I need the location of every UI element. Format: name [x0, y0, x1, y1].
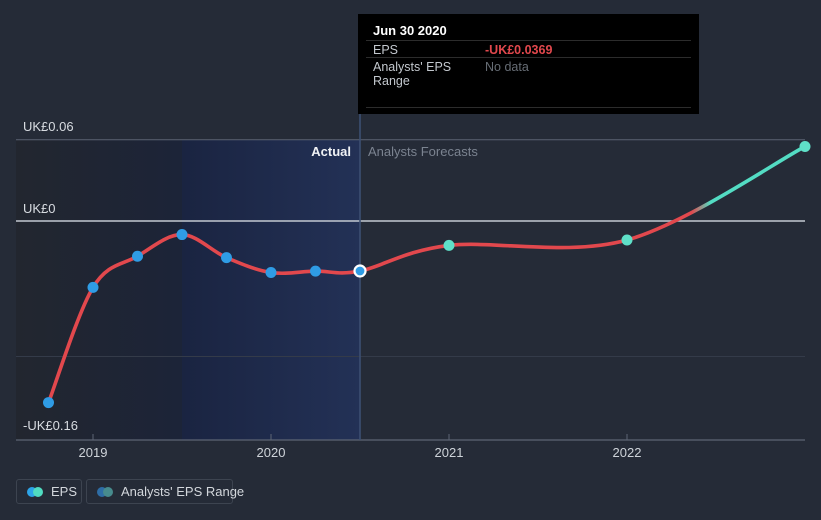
forecast-region-label: Analysts Forecasts [368, 144, 478, 159]
tooltip-range-label: Analysts' EPS Range [373, 60, 452, 88]
legend-range-label: Analysts' EPS Range [121, 484, 245, 499]
x-axis-label-2019: 2019 [78, 445, 108, 460]
tooltip-range-row: Analysts' EPS Range No data [373, 60, 687, 88]
data-point-marker[interactable] [221, 252, 232, 264]
data-point-marker[interactable] [87, 281, 99, 293]
y-axis-label-bottom: -UK£0.16 [23, 418, 78, 433]
y-axis-label-zero: UK£0 [23, 201, 56, 216]
data-point-marker[interactable] [621, 234, 633, 246]
tooltip-divider [366, 40, 691, 41]
highlight-band [182, 139, 360, 440]
tooltip-eps-row: EPS -UK£0.0369 [373, 43, 687, 57]
x-axis-label-2021: 2021 [434, 445, 464, 460]
legend-button-analysts-eps-range[interactable]: Analysts' EPS Range [86, 479, 244, 504]
tooltip-date: Jun 30 2020 [373, 23, 447, 38]
legend-button-eps[interactable]: EPS [16, 479, 82, 504]
range-forecast-dot-icon [103, 486, 113, 497]
y-axis-label-top: UK£0.06 [23, 119, 74, 134]
tooltip-range-value: No data [485, 60, 529, 74]
data-point-marker[interactable] [799, 140, 811, 152]
tooltip-eps-label: EPS [373, 43, 399, 57]
data-point-marker[interactable] [176, 229, 188, 241]
data-point-marker[interactable] [265, 266, 277, 278]
legend-eps-label: EPS [51, 484, 78, 499]
actual-region-label: Actual [311, 144, 351, 159]
hovered-data-point[interactable] [353, 264, 367, 278]
tooltip-divider [366, 107, 691, 108]
eps-forecast-dot-icon [33, 486, 43, 497]
tooltip-eps-value: -UK£0.0369 [485, 43, 553, 57]
chart-tooltip: Jun 30 2020 EPS -UK£0.0369 Analysts' EPS… [358, 14, 699, 114]
data-point-marker[interactable] [43, 397, 54, 409]
x-axis-label-2020: 2020 [256, 445, 286, 460]
eps-actual-dot-icon [27, 486, 37, 497]
eps-line [46, 144, 807, 405]
tooltip-divider [366, 57, 691, 58]
history-shade [16, 139, 182, 440]
x-axis-label-2022: 2022 [612, 445, 642, 460]
range-actual-dot-icon [97, 486, 107, 497]
data-point-marker[interactable] [132, 250, 143, 262]
data-point-marker[interactable] [310, 265, 321, 277]
data-point-marker[interactable] [443, 239, 455, 251]
